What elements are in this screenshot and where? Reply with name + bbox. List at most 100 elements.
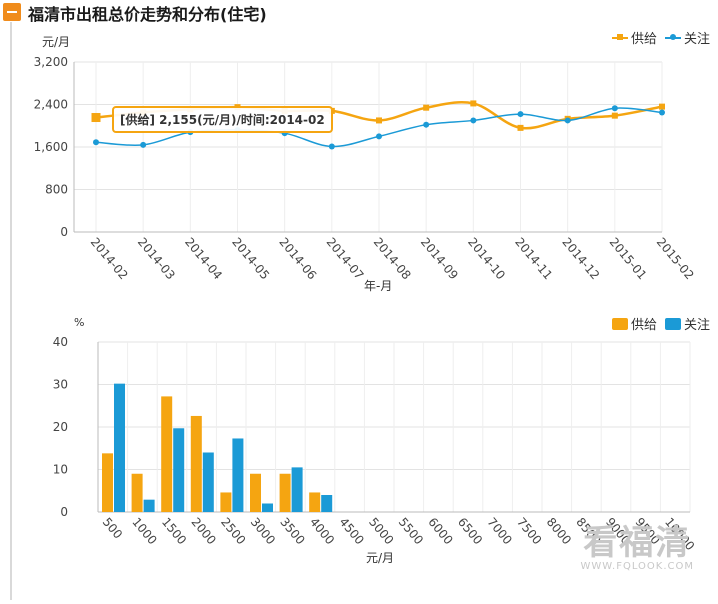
bar-supply-3000: [250, 473, 261, 512]
legend-label-attention: 关注: [683, 32, 710, 47]
x-tick-label: 2014-02: [88, 235, 131, 282]
x-tick-label: 2014-04: [182, 235, 225, 282]
legend-label-attention: 关注: [683, 318, 710, 333]
x-tick-label: 2014-09: [418, 235, 461, 282]
legend-label-supply: 供给: [630, 32, 657, 47]
x-tick-label: 7000: [485, 515, 515, 547]
attention-point: [140, 141, 147, 148]
x-tick-label: 2014-03: [135, 235, 178, 282]
x-tick-label: 4000: [307, 515, 337, 547]
bar-supply-2500: [220, 492, 232, 512]
chart-tooltip: [供给] 2,155(元/月)/时间:2014-02: [112, 106, 333, 133]
x-tick-label: 2000: [189, 515, 219, 547]
x-tick-label: 2014-05: [229, 235, 272, 282]
x-tick-label: 500: [100, 515, 125, 542]
trend-legend: 供给 关注: [611, 28, 710, 47]
x-tick-label: 2014-12: [559, 235, 602, 282]
bar-attention-3000: [262, 503, 273, 512]
x-tick-label: 2014-07: [324, 235, 367, 282]
x-tick-label: 4500: [337, 515, 367, 547]
x-tick-label: 6500: [455, 515, 485, 547]
x-tick-label: 2500: [218, 515, 248, 547]
attention-point: [328, 143, 335, 150]
legend-item-supply[interactable]: 供给: [611, 28, 657, 47]
y-tick-label: 1,600: [34, 140, 68, 154]
x-tick-label: 2015-01: [607, 235, 650, 282]
y-tick-label: 10: [53, 463, 68, 477]
legend-item-attention[interactable]: 关注: [664, 314, 710, 333]
x-tick-label: 1500: [159, 515, 189, 547]
attention-point: [423, 121, 430, 128]
attention-point: [93, 139, 99, 146]
x-tick-label: 2015-02: [654, 235, 697, 282]
bar-supply-2000: [190, 415, 202, 512]
x-tick-label: 7500: [514, 515, 544, 547]
x-tick-label: 8000: [544, 515, 574, 547]
bar-supply-1500: [161, 396, 173, 512]
bar-attention-2500: [232, 438, 244, 512]
x-tick-label: 2014-10: [465, 235, 508, 282]
x-axis-title: 年-月: [364, 279, 392, 293]
y-tick-label: 20: [53, 420, 68, 434]
y-tick-label: 3,200: [34, 55, 68, 69]
x-tick-label: 2014-08: [371, 235, 414, 282]
bar-attention-4000: [321, 495, 333, 512]
attention-point: [470, 117, 477, 124]
x-tick-label: 3000: [248, 515, 278, 547]
bar-supply-1000: [131, 473, 143, 512]
circle-marker-icon: [664, 33, 681, 40]
y-axis-title: %: [74, 316, 84, 329]
bar-supply-500: [102, 453, 113, 512]
page-title: 福清市出租总价走势和分布(住宅): [28, 5, 267, 24]
supply-point: [517, 124, 524, 131]
y-tick-label: 0: [60, 505, 68, 519]
y-tick-label: 0: [60, 225, 68, 239]
x-tick-label: 5000: [366, 515, 396, 547]
watermark-url: WWW.FQLOOK.COM: [580, 561, 694, 572]
legend-item-supply[interactable]: 供给: [611, 314, 657, 333]
bar-attention-2000: [202, 452, 214, 512]
page-header: 福清市出租总价走势和分布(住宅): [0, 0, 718, 24]
bar-attention-500: [114, 383, 125, 512]
supply-point: [376, 117, 382, 124]
attention-swatch-icon: [664, 317, 681, 330]
y-tick-label: 2,400: [34, 98, 68, 112]
supply-swatch-icon: [611, 317, 628, 330]
x-tick-label: 2014-11: [512, 235, 555, 282]
supply-point: [423, 104, 430, 111]
attention-point: [376, 133, 382, 140]
supply-point: [611, 112, 618, 119]
bar-supply-4000: [309, 492, 321, 512]
legend-item-attention[interactable]: 关注: [664, 28, 710, 47]
y-tick-label: 40: [53, 335, 68, 349]
collapse-button[interactable]: [3, 3, 21, 21]
bar-attention-1500: [173, 428, 185, 512]
supply-point: [659, 103, 665, 110]
rent-distribution-chart: 0 10 20 30 40% 元/月 500 1000 1500 2000 2500 3000 3500…: [14, 310, 714, 600]
watermark-logo: 看福清: [583, 523, 692, 563]
y-tick-label: 30: [53, 378, 68, 392]
legend-label-supply: 供给: [630, 318, 657, 333]
y-axis-title: 元/月: [42, 35, 70, 49]
bar-attention-1000: [143, 499, 155, 512]
x-tick-label: 6000: [425, 515, 455, 547]
left-rule: [10, 22, 12, 600]
bar-supply-3500: [279, 473, 291, 512]
distribution-legend: 供给 关注: [611, 314, 710, 333]
bar-attention-3500: [291, 467, 303, 512]
rent-distribution-svg: 0 10 20 30 40% 元/月 500 1000 1500 2000 2500 3000 3500…: [53, 316, 698, 565]
y-tick-label: 800: [45, 183, 68, 197]
site-watermark: 看福清 WWW.FQLOOK.COM: [581, 525, 695, 572]
x-tick-label: 2014-06: [276, 235, 319, 282]
x-tick-label: 5500: [396, 515, 426, 547]
supply-point: [91, 113, 101, 123]
x-tick-label: 1000: [129, 515, 159, 547]
supply-point: [470, 100, 477, 107]
attention-point: [611, 105, 618, 112]
x-tick-label: 3500: [277, 515, 307, 547]
attention-point: [517, 111, 524, 118]
square-marker-icon: [611, 33, 628, 40]
attention-point: [564, 117, 571, 124]
rent-trend-chart: 0 800 1,600 2,400 3,200 2014-02 2014-03 2014-04…: [14, 28, 714, 298]
rent-trend-svg: 0 800 1,600 2,400 3,200 2014-02 2014-03 2014-04…: [34, 35, 697, 293]
